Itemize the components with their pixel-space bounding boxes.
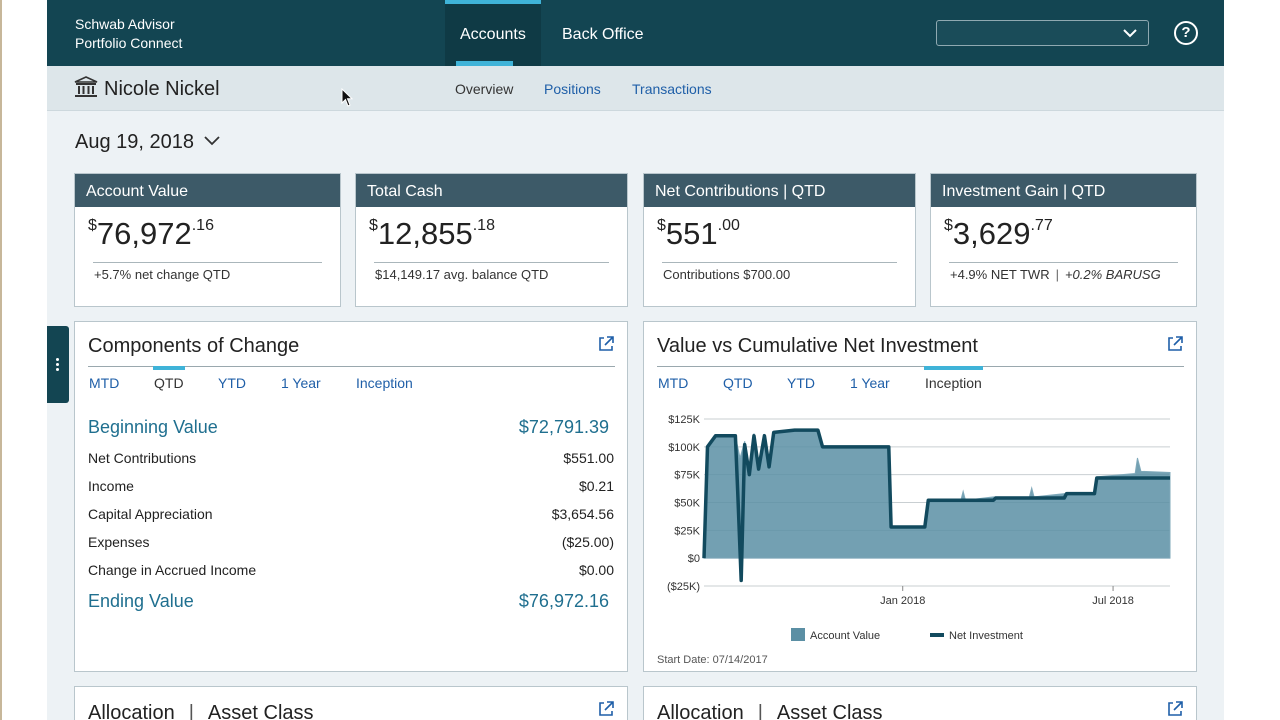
external-link-icon[interactable] [597,700,615,718]
date-selector[interactable]: Aug 19, 2018 [75,131,220,154]
tab-inception[interactable]: Inception [356,375,413,391]
row-label: Income [88,478,134,494]
divider [374,262,609,263]
top-navigation-bar: Schwab Advisor Portfolio Connect Account… [47,0,1224,66]
x-tick-label: Jul 2018 [1092,595,1134,607]
tab-qtd[interactable]: QTD [153,366,185,391]
ending-value-label: Ending Value [88,591,194,611]
y-tick-label: $100K [668,442,700,454]
row-value: ($25.00) [561,534,614,550]
divider [93,262,322,263]
chevron-down-icon [204,136,220,146]
client-name: Nicole Nickel [104,78,220,100]
row-value: $551.00 [563,450,614,466]
ending-value: $76,972.16 [518,591,609,611]
kpi-title: Investment Gain | QTD [931,174,1196,207]
brand-line-1: Schwab Advisor [75,16,175,32]
row-label: Expenses [88,534,150,550]
value-vs-investment-chart: $125K $100K $75K $50K $25K $0 ($25K) Jan 2018 Ju… [667,414,1171,642]
mouse-pointer-icon [341,88,354,107]
kpi-footer: +4.9% NET TWR | +0.2% BARUSG [950,267,1161,282]
client-title: Nicole Nickel [74,76,220,101]
tab-overview[interactable]: Overview [455,81,514,97]
kpi-title: Account Value [75,174,340,207]
tab-ytd[interactable]: YTD [218,375,246,391]
divider [657,366,1184,367]
bank-icon [74,76,98,97]
row-label: Capital Appreciation [88,506,213,522]
page-edge [0,0,2,720]
kpi-title: Total Cash [356,174,627,207]
panel-title: Value vs Cumulative Net Investment [657,335,978,357]
client-subheader: Nicole Nickel Overview Positions Transac… [47,66,1224,111]
y-tick-label: $125K [668,414,700,426]
kpi-investment-gain: Investment Gain | QTD $3,629.77 +4.9% NE… [930,173,1197,307]
legend-label-net-investment: Net Investment [949,630,1023,642]
kpi-value: $551.00 [657,216,740,251]
kpi-footer: $14,149.17 avg. balance QTD [375,267,549,282]
brand-logo[interactable]: Schwab Advisor Portfolio Connect [75,15,182,53]
account-select[interactable] [936,20,1149,46]
tab-accounts[interactable]: Accounts [445,0,541,66]
beginning-value: $72,791.39 [518,417,609,437]
y-tick-label: $25K [674,525,700,537]
y-tick-label: ($25K) [667,581,700,593]
divider [949,262,1178,263]
tab-mtd[interactable]: MTD [89,375,120,391]
tab-1-year[interactable]: 1 Year [281,375,321,391]
divider [662,262,897,263]
external-link-icon[interactable] [1166,700,1184,718]
brand-line-2: Portfolio Connect [75,35,183,51]
row-value: $0.00 [578,562,614,578]
components-of-change-panel: Components of Change MTD QTD YTD 1 Year … [74,321,628,672]
series-net-investment-line [702,428,1170,583]
y-tick-label: $50K [674,498,700,510]
divider [88,366,615,367]
beginning-value-label: Beginning Value [88,417,218,437]
row-label: Change in Accrued Income [88,562,257,578]
row-value: $3,654.56 [551,506,614,522]
row-value: $0.21 [578,478,614,494]
legend-label-account-value: Account Value [810,630,880,642]
external-link-icon[interactable] [597,335,615,353]
kpi-account-value: Account Value $76,972.16 +5.7% net chang… [74,173,341,307]
kpi-net-contributions: Net Contributions | QTD $551.00 Contribu… [643,173,916,307]
row-label: Net Contributions [88,450,197,466]
tab-ytd[interactable]: YTD [787,375,815,391]
x-tick-label: Jan 2018 [880,595,925,607]
help-icon[interactable]: ? [1174,21,1198,45]
tab-qtd[interactable]: QTD [723,375,753,391]
panel-title: Components of Change [88,335,300,357]
tab-positions[interactable]: Positions [544,81,601,97]
tab-transactions[interactable]: Transactions [632,81,712,97]
kpi-title: Net Contributions | QTD [644,174,915,207]
panel-title: Allocation | Asset Class [657,702,883,720]
allocation-asset-class-panel-right: Allocation | Asset Class [643,686,1197,720]
app-window: Schwab Advisor Portfolio Connect Account… [47,0,1224,720]
tab-mtd[interactable]: MTD [658,375,689,391]
chevron-down-icon [1123,29,1137,38]
kpi-total-cash: Total Cash $12,855.18 $14,149.17 avg. ba… [355,173,628,307]
as-of-date: Aug 19, 2018 [75,131,194,153]
legend-swatch-net-investment [930,633,944,637]
panel-title: Allocation | Asset Class [88,702,314,720]
value-vs-net-investment-panel: Value vs Cumulative Net Investment MTD Q… [643,321,1197,672]
kpi-footer: Contributions $700.00 [663,267,791,282]
y-tick-label: $0 [688,553,700,565]
tab-1-year[interactable]: 1 Year [850,375,890,391]
external-link-icon[interactable] [1166,335,1184,353]
chart-start-date: Start Date: 07/14/2017 [657,654,768,666]
side-drawer-handle[interactable] [47,326,69,403]
tab-back-office[interactable]: Back Office [562,26,644,43]
kpi-value: $3,629.77 [944,216,1053,251]
allocation-asset-class-panel-left: Allocation | Asset Class [74,686,628,720]
series-account-value-area [703,429,1171,559]
kpi-footer: +5.7% net change QTD [94,267,231,282]
y-tick-label: $75K [674,470,700,482]
kpi-value: $76,972.16 [88,216,214,251]
kpi-value: $12,855.18 [369,216,495,251]
tab-inception[interactable]: Inception [924,366,983,391]
legend-swatch-account-value [791,628,805,641]
